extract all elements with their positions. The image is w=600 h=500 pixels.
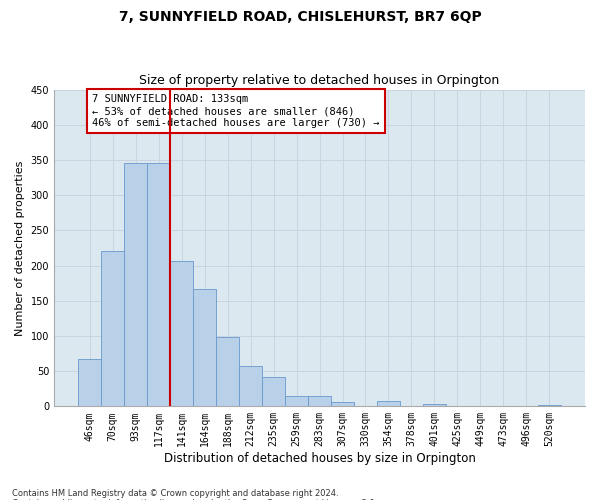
- Bar: [377, 402, 400, 406]
- Bar: [308, 396, 331, 406]
- Bar: [170, 260, 193, 406]
- Y-axis label: Number of detached properties: Number of detached properties: [15, 160, 25, 336]
- Text: 7 SUNNYFIELD ROAD: 133sqm
← 53% of detached houses are smaller (846)
46% of semi: 7 SUNNYFIELD ROAD: 133sqm ← 53% of detac…: [92, 94, 379, 128]
- Bar: [423, 404, 446, 406]
- Bar: [78, 359, 101, 406]
- Bar: [285, 396, 308, 406]
- Bar: [193, 289, 216, 406]
- Bar: [147, 164, 170, 406]
- Title: Size of property relative to detached houses in Orpington: Size of property relative to detached ho…: [139, 74, 500, 87]
- Bar: [262, 378, 285, 406]
- Text: 7, SUNNYFIELD ROAD, CHISLEHURST, BR7 6QP: 7, SUNNYFIELD ROAD, CHISLEHURST, BR7 6QP: [119, 10, 481, 24]
- Text: Contains HM Land Registry data © Crown copyright and database right 2024.: Contains HM Land Registry data © Crown c…: [12, 488, 338, 498]
- Bar: [124, 164, 147, 406]
- X-axis label: Distribution of detached houses by size in Orpington: Distribution of detached houses by size …: [164, 452, 475, 465]
- Bar: [331, 402, 354, 406]
- Bar: [239, 366, 262, 406]
- Bar: [538, 405, 561, 406]
- Text: Contains public sector information licensed under the Open Government Licence v3: Contains public sector information licen…: [12, 498, 377, 500]
- Bar: [216, 336, 239, 406]
- Bar: [101, 252, 124, 406]
